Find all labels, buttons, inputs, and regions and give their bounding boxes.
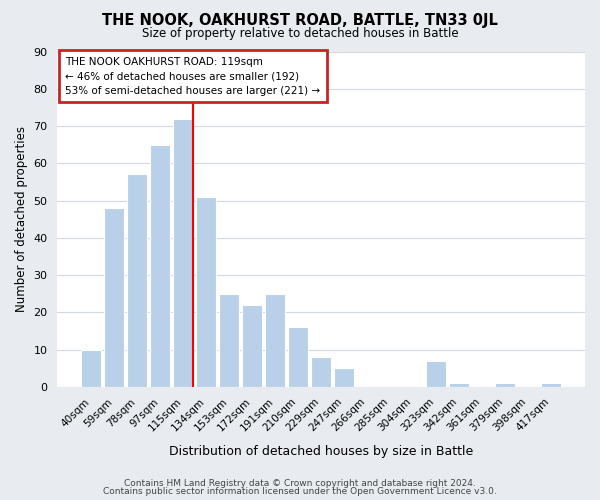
Text: Size of property relative to detached houses in Battle: Size of property relative to detached ho… xyxy=(142,28,458,40)
Y-axis label: Number of detached properties: Number of detached properties xyxy=(15,126,28,312)
Bar xyxy=(265,294,285,387)
Bar xyxy=(151,144,170,387)
Text: THE NOOK OAKHURST ROAD: 119sqm
← 46% of detached houses are smaller (192)
53% of: THE NOOK OAKHURST ROAD: 119sqm ← 46% of … xyxy=(65,56,320,96)
Bar xyxy=(220,294,239,387)
Bar xyxy=(104,208,124,387)
Bar xyxy=(427,360,446,387)
Text: THE NOOK, OAKHURST ROAD, BATTLE, TN33 0JL: THE NOOK, OAKHURST ROAD, BATTLE, TN33 0J… xyxy=(102,12,498,28)
Bar xyxy=(496,383,515,387)
Bar xyxy=(127,174,147,387)
Bar xyxy=(289,327,308,387)
X-axis label: Distribution of detached houses by size in Battle: Distribution of detached houses by size … xyxy=(169,444,473,458)
Bar xyxy=(173,118,193,387)
Bar xyxy=(541,383,561,387)
Text: Contains HM Land Registry data © Crown copyright and database right 2024.: Contains HM Land Registry data © Crown c… xyxy=(124,478,476,488)
Bar xyxy=(82,350,101,387)
Text: Contains public sector information licensed under the Open Government Licence v3: Contains public sector information licen… xyxy=(103,487,497,496)
Bar xyxy=(334,368,354,387)
Bar xyxy=(311,357,331,387)
Bar xyxy=(449,383,469,387)
Bar xyxy=(196,197,216,387)
Bar xyxy=(242,305,262,387)
